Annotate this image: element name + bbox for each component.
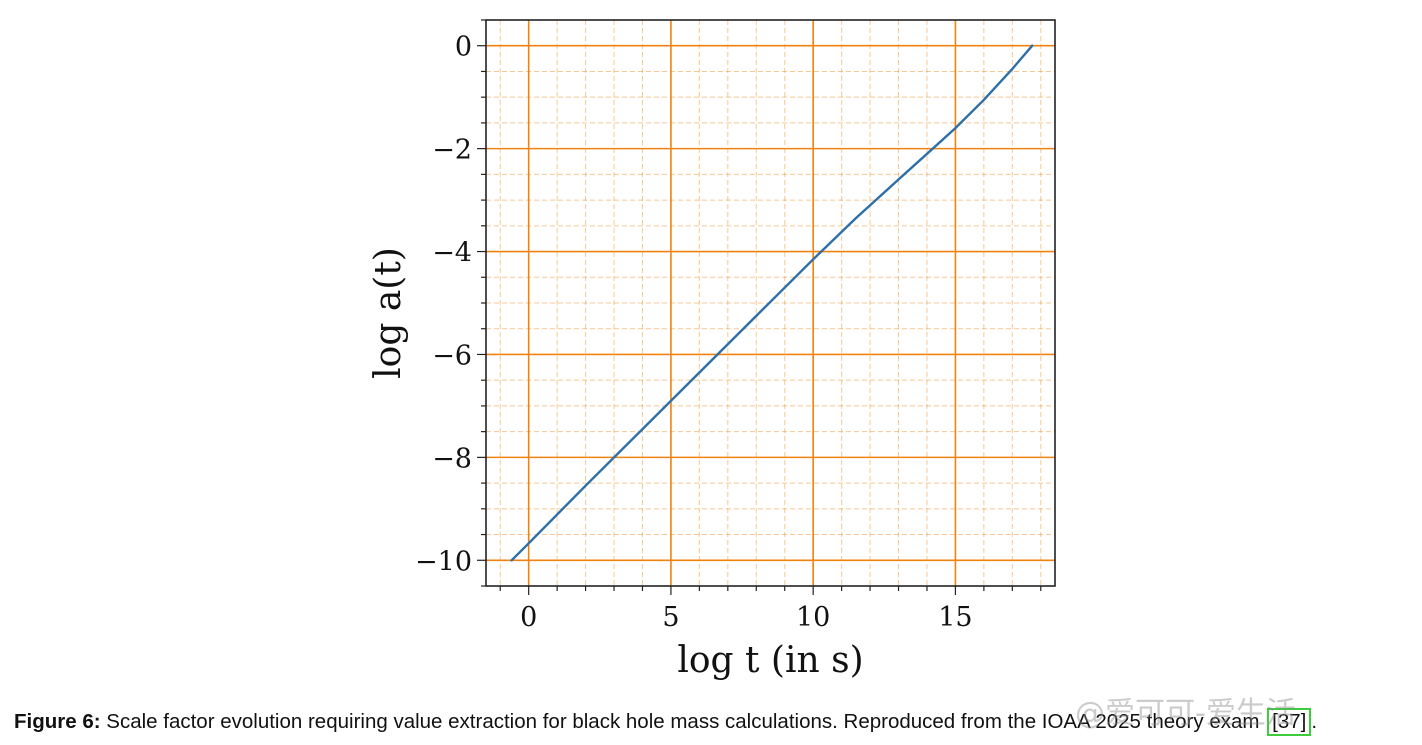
figure-caption: Figure 6: Scale factor evolution requiri…	[14, 708, 1414, 736]
reference-link[interactable]: [37]	[1267, 708, 1312, 736]
figure-label: Figure 6:	[14, 710, 101, 733]
caption-text: Scale factor evolution requiring value e…	[106, 710, 1260, 733]
tick-labels: 0 5 10 15 0 −2 −4 −6 −8 −10	[415, 32, 973, 633]
x-tick-label: 0	[520, 602, 537, 633]
y-tick-label: −8	[432, 443, 472, 474]
x-axis-label: log t (in s)	[677, 640, 863, 681]
x-tick-label: 10	[796, 602, 830, 633]
series-layer	[510, 44, 1034, 562]
chart: 0 5 10 15 0 −2 −4 −6 −8 −10 log t (in s) log a(t)	[368, 19, 1056, 681]
ticks	[477, 19, 1042, 595]
grid	[486, 19, 1055, 587]
y-tick-label: −6	[432, 340, 472, 371]
y-tick-label: 0	[455, 32, 472, 63]
y-axis-label: log a(t)	[368, 247, 409, 379]
y-tick-label: −2	[432, 135, 472, 166]
y-tick-label: −4	[432, 238, 472, 269]
series-line	[510, 44, 1034, 562]
watermark: @爱可可-爱生活	[1075, 696, 1296, 731]
caption-end: .	[1311, 710, 1318, 733]
y-tick-label: −10	[415, 546, 472, 577]
x-tick-label: 15	[938, 602, 972, 633]
x-tick-label: 5	[662, 602, 679, 633]
